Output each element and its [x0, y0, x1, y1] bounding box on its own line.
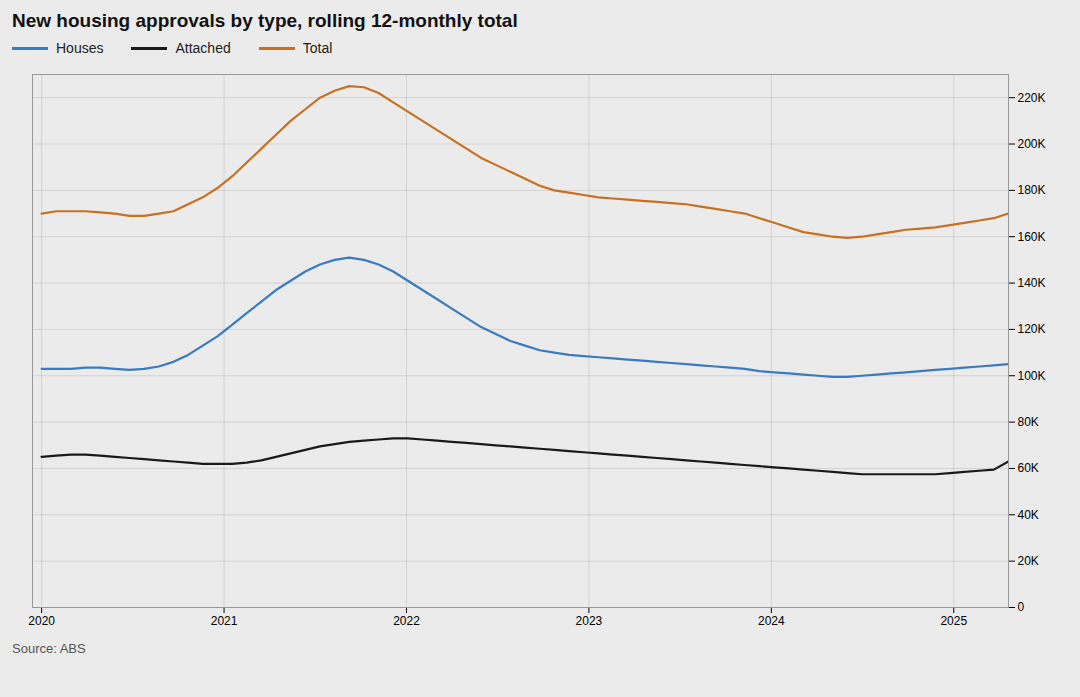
svg-text:60K: 60K: [1018, 461, 1039, 475]
svg-text:2025: 2025: [940, 614, 967, 628]
svg-text:2021: 2021: [211, 614, 238, 628]
svg-text:80K: 80K: [1018, 415, 1039, 429]
svg-text:120K: 120K: [1018, 322, 1046, 336]
svg-text:2023: 2023: [576, 614, 603, 628]
svg-text:100K: 100K: [1018, 369, 1046, 383]
svg-text:160K: 160K: [1018, 230, 1046, 244]
svg-text:2020: 2020: [28, 614, 55, 628]
html-text:Source: ABS: Source: ABS: [12, 641, 86, 656]
svg-text:180K: 180K: [1018, 183, 1046, 197]
svg-text:200K: 200K: [1018, 137, 1046, 151]
svg-text:40K: 40K: [1018, 508, 1039, 522]
html-text:New housing approvals by type,: New housing approvals by type, rolling 1…: [12, 10, 518, 31]
svg-text:0: 0: [1018, 600, 1025, 614]
svg-text:20K: 20K: [1018, 554, 1039, 568]
svg-text:140K: 140K: [1018, 276, 1046, 290]
svg-text:220K: 220K: [1018, 91, 1046, 105]
svg-text:2024: 2024: [758, 614, 785, 628]
html-text:Houses: Houses: [56, 40, 104, 56]
html-text:Total: Total: [302, 40, 333, 56]
svg-text:2022: 2022: [393, 614, 420, 628]
html-text:Attached: Attached: [175, 40, 231, 56]
